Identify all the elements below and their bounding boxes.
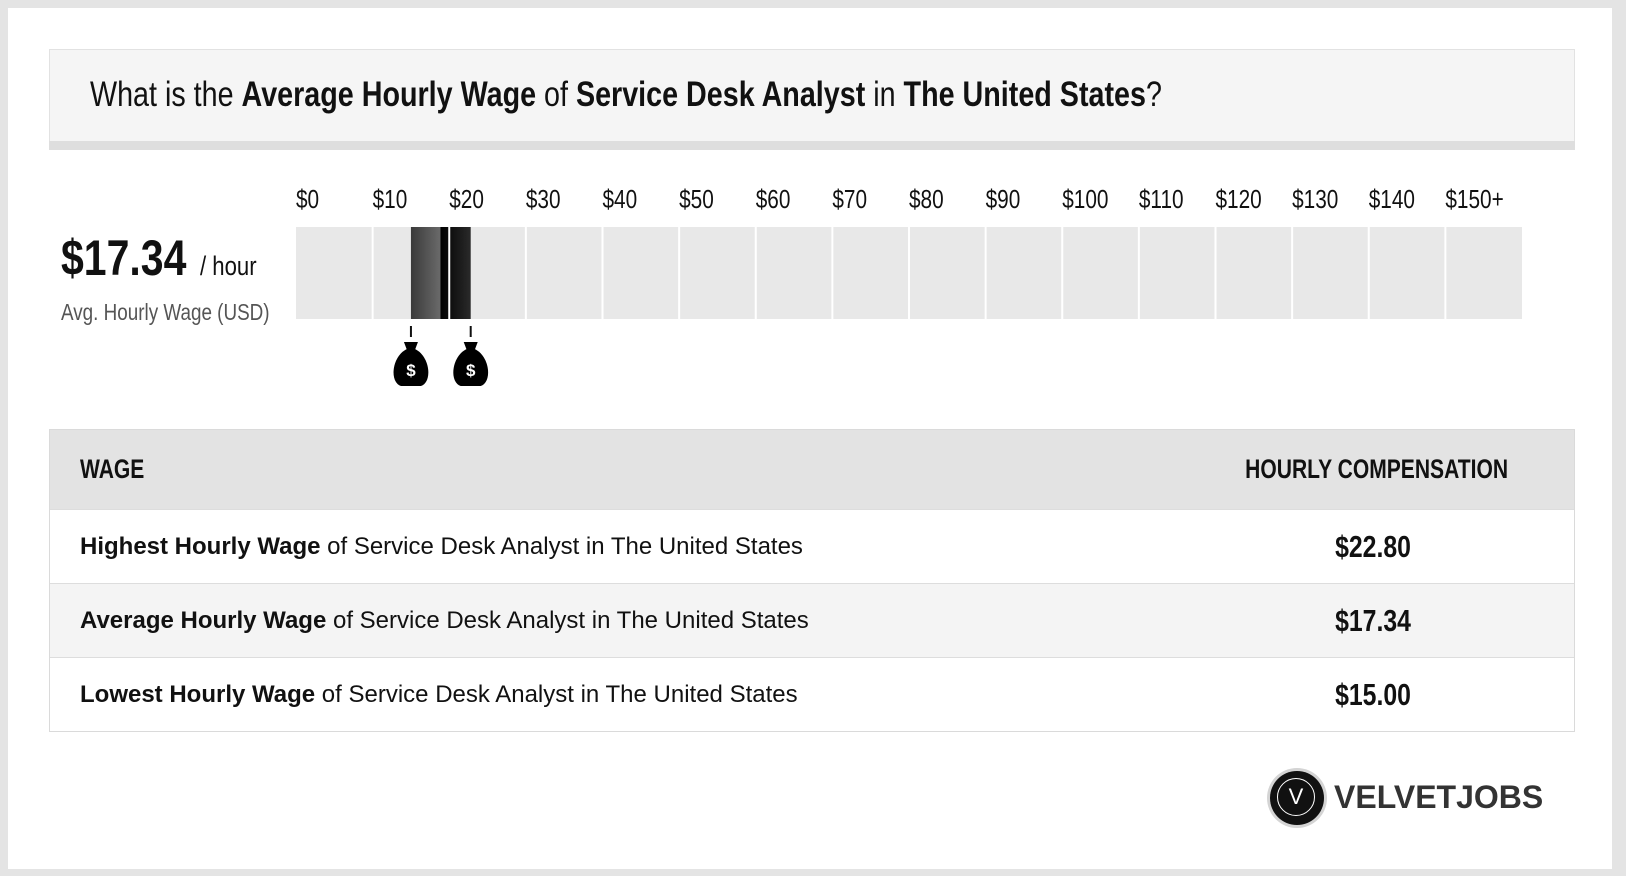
money-bag-icon xyxy=(393,342,429,386)
range-segment-low xyxy=(410,227,441,319)
logo-wordmark: VELVETJOBS xyxy=(1334,779,1544,815)
tick-label: $70 xyxy=(832,185,867,214)
column-header-hourly-compensation: HOURLY COMPENSATION xyxy=(1245,454,1508,484)
question-header: What is the Average Hourly Wage of Servi… xyxy=(49,49,1575,141)
row-label: Lowest Hourly Wage of Service Desk Analy… xyxy=(80,681,798,708)
wage-table: WAGE HOURLY COMPENSATION Highest Hourly … xyxy=(49,429,1575,732)
page-frame: What is the Average Hourly Wage of Servi… xyxy=(8,8,1612,869)
row-value: $17.34 xyxy=(1335,603,1411,638)
row-label: Average Hourly Wage of Service Desk Anal… xyxy=(80,607,809,634)
table-row: Highest Hourly Wage of Service Desk Anal… xyxy=(50,509,1574,583)
table-header: WAGE HOURLY COMPENSATION xyxy=(50,430,1574,509)
average-wage-unit: / hour xyxy=(200,251,257,281)
average-wage-label: Avg. Hourly Wage (USD) xyxy=(61,299,270,325)
row-value: $15.00 xyxy=(1335,677,1411,712)
tick-label: $130 xyxy=(1292,185,1338,214)
tick-label: $50 xyxy=(679,185,714,214)
table-row: Average Hourly Wage of Service Desk Anal… xyxy=(50,583,1574,657)
marker-symbol: $ xyxy=(466,361,476,380)
tick-label: $30 xyxy=(526,185,561,214)
tick-label: $140 xyxy=(1369,185,1415,214)
tick-label: $100 xyxy=(1062,185,1108,214)
average-wage-value: $17.34 xyxy=(61,230,187,286)
tick-label: $40 xyxy=(603,185,638,214)
page-title: What is the Average Hourly Wage of Servi… xyxy=(90,75,1162,114)
tick-label: $110 xyxy=(1139,185,1184,214)
tick-label: $60 xyxy=(756,185,791,214)
header-divider xyxy=(49,141,1575,150)
marker-symbol: $ xyxy=(406,361,416,380)
column-header-wage: WAGE xyxy=(80,454,145,484)
tick-label: $90 xyxy=(986,185,1021,214)
tick-label: $20 xyxy=(449,185,484,214)
row-label: Highest Hourly Wage of Service Desk Anal… xyxy=(80,533,803,560)
tick-label: $80 xyxy=(909,185,944,214)
money-bag-icon xyxy=(453,342,489,386)
logo-circle-icon: V xyxy=(1270,771,1324,825)
row-value: $22.80 xyxy=(1335,529,1411,564)
tick-label: $120 xyxy=(1216,185,1262,214)
tick-label: $10 xyxy=(373,185,408,214)
wage-range-chart: $0 $10 $20 $30 $40 $50 $60 $70 $80 $90 $100 $110 $12… xyxy=(296,185,1522,386)
range-segment-high xyxy=(440,227,471,319)
tick-label: $0 xyxy=(296,185,319,214)
tick-label: $150+ xyxy=(1445,185,1503,214)
table-row: Lowest Hourly Wage of Service Desk Analy… xyxy=(50,657,1574,731)
